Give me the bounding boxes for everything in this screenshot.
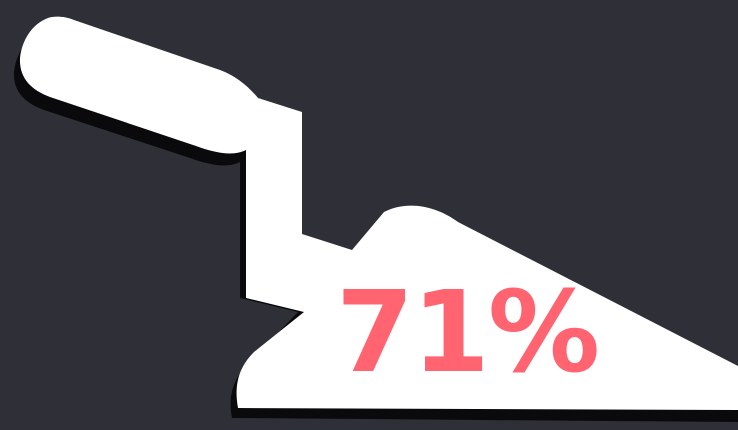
progress-percent-label: 71% (336, 268, 600, 398)
trowel-body (19, 16, 738, 410)
